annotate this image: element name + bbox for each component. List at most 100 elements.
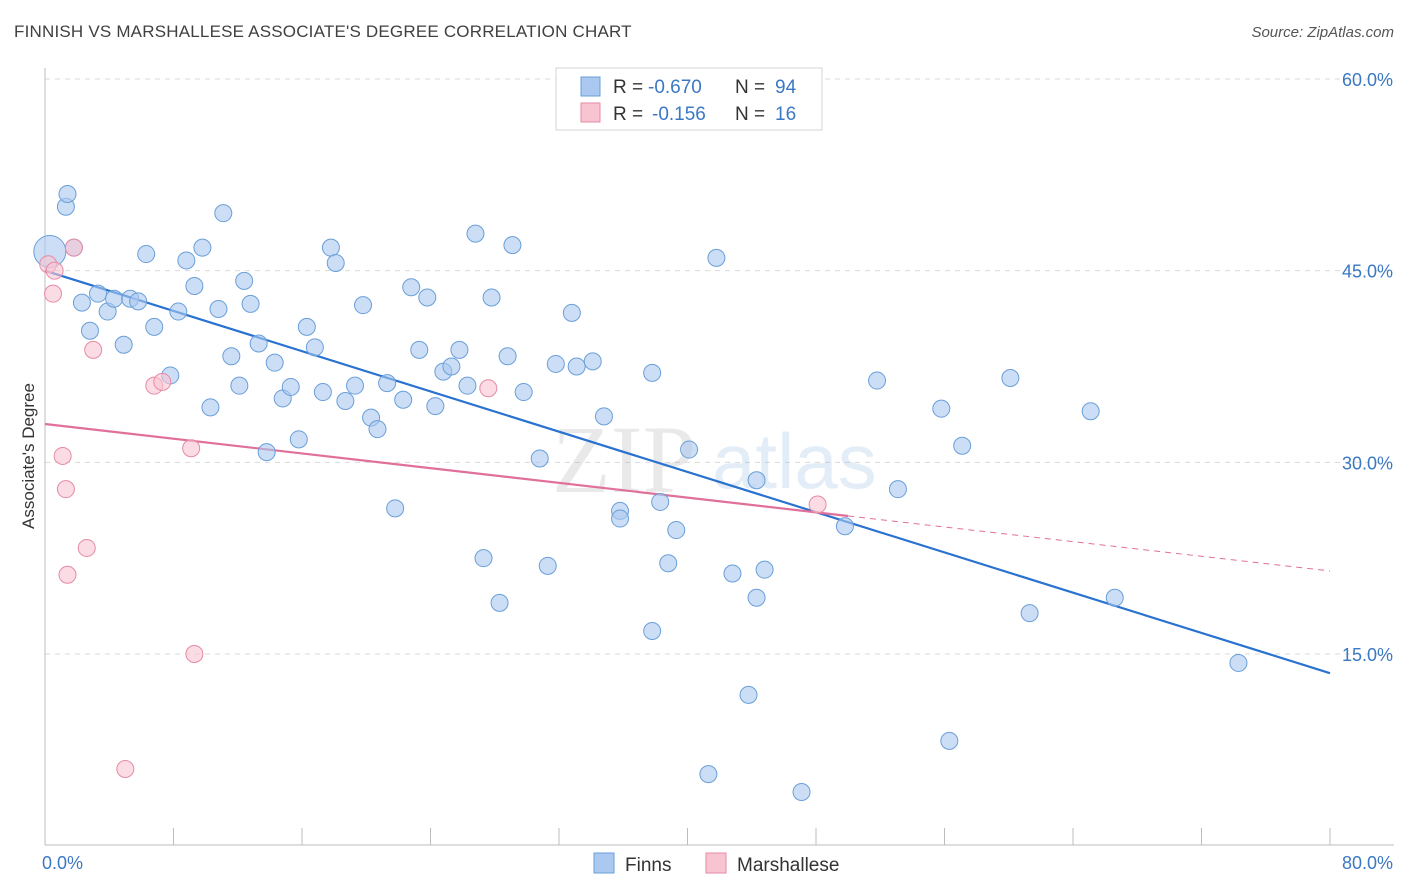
finns-point-88 xyxy=(953,436,972,455)
marshallese-trendline-extension xyxy=(848,515,1331,572)
x-tick-label-1: 80.0% xyxy=(1342,853,1393,873)
finns-point-79 xyxy=(747,471,766,490)
finns-point-32 xyxy=(297,317,316,336)
x-tick-labels: 0.0% 80.0% xyxy=(42,853,1393,873)
finns-point-83 xyxy=(835,517,854,536)
chart-title: FINNISH VS MARSHALLESE ASSOCIATE'S DEGRE… xyxy=(14,22,632,41)
y-tick-label-0: 15.0% xyxy=(1342,645,1393,665)
x-tick-label-0: 0.0% xyxy=(42,853,83,873)
finns-point-36 xyxy=(326,254,345,272)
finns-point-46 xyxy=(410,340,429,359)
finns-point-89 xyxy=(1001,369,1020,387)
marshallese-point-13 xyxy=(185,645,204,663)
finns-point-80 xyxy=(747,588,766,607)
finns-point-6 xyxy=(89,284,108,303)
finns-point-85 xyxy=(888,480,907,499)
legend-n-label-marshallese: N = xyxy=(735,104,765,125)
finns-point-50 xyxy=(442,357,461,376)
marshallese-point-9 xyxy=(116,760,135,778)
legend-r-label-finns: R = xyxy=(613,77,643,98)
finns-point-31 xyxy=(289,430,308,449)
legend-swatch-marshallese xyxy=(580,102,601,123)
finns-point-17 xyxy=(185,277,204,295)
finns-point-70 xyxy=(643,363,662,382)
legend-r-label-marshallese: R = xyxy=(613,104,643,125)
correlation-legend: R = -0.670 N = 94 R = -0.156 N = 16 xyxy=(555,67,823,131)
finns-point-2 xyxy=(58,185,77,203)
finns-point-93 xyxy=(1229,653,1248,672)
finns-point-23 xyxy=(230,376,249,395)
marshallese-point-6 xyxy=(58,565,77,584)
finns-point-58 xyxy=(503,236,522,255)
finns-point-75 xyxy=(699,765,718,784)
marshallese-point-14 xyxy=(479,379,498,398)
finns-point-92 xyxy=(1105,588,1124,607)
finns-point-63 xyxy=(562,303,581,322)
finns-point-47 xyxy=(418,288,437,307)
finns-point-8 xyxy=(105,289,124,308)
marshallese-point-4 xyxy=(53,446,72,465)
finns-point-34 xyxy=(313,383,332,402)
finns-point-82 xyxy=(792,783,811,801)
finns-point-65 xyxy=(583,352,602,371)
marshallese-point-11 xyxy=(153,372,172,391)
finns-point-74 xyxy=(680,440,699,459)
finns-point-16 xyxy=(177,251,196,270)
watermark-atlas: atlas xyxy=(712,417,877,505)
finns-point-66 xyxy=(594,407,613,426)
y-tick-labels: 15.0% 30.0% 45.0% 60.0% xyxy=(1342,70,1393,665)
finns-point-15 xyxy=(169,302,188,321)
finns-point-48 xyxy=(426,397,445,416)
legend-n-value-marshallese: 16 xyxy=(775,104,796,125)
finns-point-21 xyxy=(214,204,233,223)
data-points xyxy=(33,185,1248,801)
finns-point-37 xyxy=(336,392,355,410)
legend-n-value-finns: 94 xyxy=(775,77,797,98)
series-legend: Finns Marshallese xyxy=(593,852,839,876)
finns-point-59 xyxy=(514,383,533,402)
axes xyxy=(44,68,1394,846)
finns-point-61 xyxy=(538,556,557,575)
finns-point-24 xyxy=(235,271,254,290)
finns-point-52 xyxy=(458,376,477,395)
finns-point-35 xyxy=(321,238,340,257)
finns-point-91 xyxy=(1081,402,1100,421)
finns-point-72 xyxy=(659,554,678,573)
finns-point-12 xyxy=(137,245,156,264)
series-legend-label-finns: Finns xyxy=(625,855,671,876)
finns-point-11 xyxy=(129,292,148,311)
finns-trendline xyxy=(44,269,1331,675)
finns-point-77 xyxy=(723,564,742,583)
marshallese-point-8 xyxy=(84,340,103,359)
finns-point-38 xyxy=(346,376,365,395)
finns-point-60 xyxy=(530,449,549,468)
finns-point-19 xyxy=(201,398,220,417)
finns-point-27 xyxy=(257,443,276,462)
finns-point-30 xyxy=(281,377,300,396)
y-tick-label-2: 45.0% xyxy=(1342,262,1393,282)
finns-point-44 xyxy=(394,390,413,409)
finns-point-51 xyxy=(450,340,469,359)
finns-point-69 xyxy=(643,622,662,640)
finns-point-33 xyxy=(305,338,324,357)
legend-n-label-finns: N = xyxy=(735,77,765,98)
finns-point-62 xyxy=(546,354,565,373)
legend-r-value-marshallese: -0.156 xyxy=(652,104,706,125)
finns-point-42 xyxy=(378,374,397,393)
marshallese-point-5 xyxy=(56,480,75,499)
finns-point-84 xyxy=(868,371,887,390)
finns-point-78 xyxy=(739,685,758,704)
finns-point-26 xyxy=(249,334,268,353)
series-legend-swatch-finns xyxy=(593,852,615,874)
finns-point-55 xyxy=(482,288,501,307)
gridlines xyxy=(45,78,1394,655)
finns-point-41 xyxy=(368,420,387,439)
finns-point-9 xyxy=(114,335,133,354)
finns-point-56 xyxy=(490,593,509,612)
legend-r-value-finns: -0.670 xyxy=(648,77,702,98)
marshallese-point-3 xyxy=(64,238,83,257)
finns-point-53 xyxy=(466,224,485,243)
legend-swatch-finns xyxy=(580,76,601,97)
source-credit: Source: ZipAtlas.com xyxy=(1251,24,1394,41)
